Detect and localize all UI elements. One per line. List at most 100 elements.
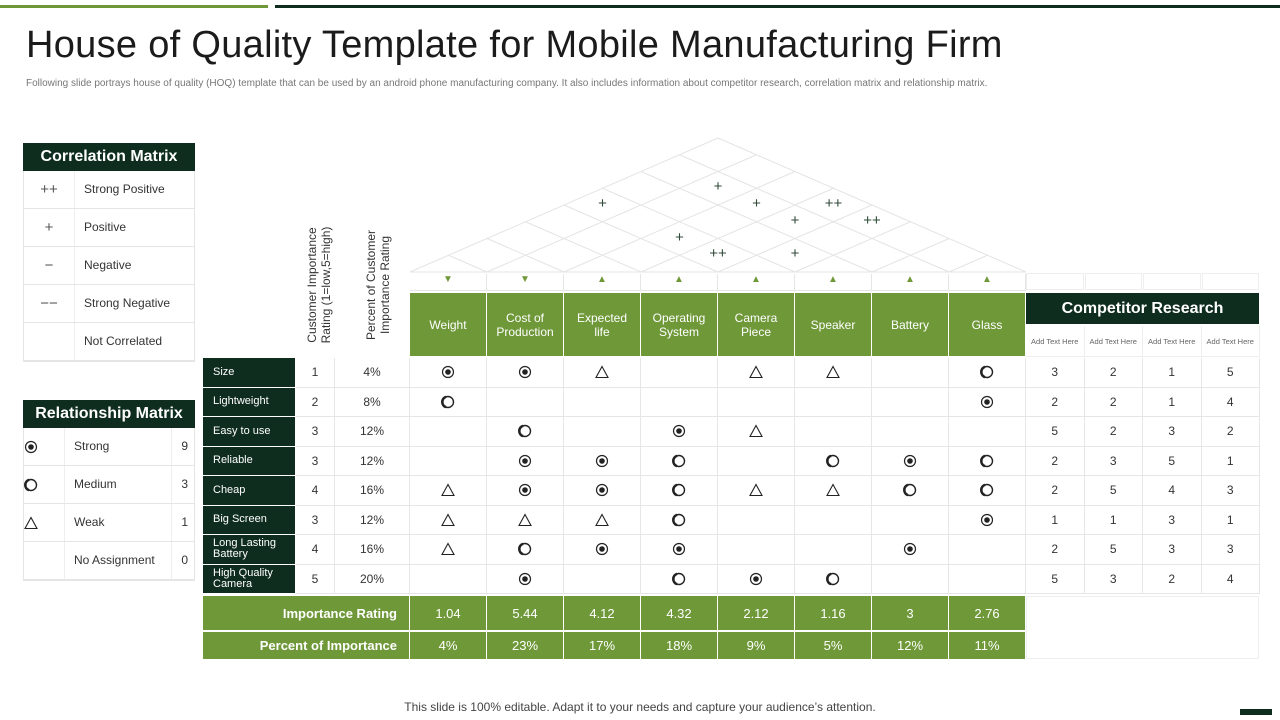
medium-relationship-icon (980, 454, 994, 468)
direction-arrow-icon: ▲ (795, 274, 872, 291)
competitor-score-cell: 4 (1143, 476, 1202, 506)
percent-importance-value: 5% (795, 632, 871, 659)
relationship-cell (949, 535, 1026, 565)
strong-relationship-icon (518, 366, 532, 379)
relationship-cell (487, 564, 564, 594)
requirement-label: Reliable (203, 446, 295, 475)
competitor-score-cell: 2 (1026, 387, 1085, 417)
relationship-cell (564, 535, 641, 565)
legend-divider (171, 504, 172, 541)
importance-rating-cell: 2 (296, 387, 335, 417)
medium-relationship-icon (980, 365, 994, 379)
relationship-symbol (24, 504, 64, 541)
legend-divider (74, 323, 75, 360)
relationship-cell (410, 535, 487, 565)
relationship-cell (872, 505, 949, 535)
correlation-legend-row: + Positive (24, 209, 194, 247)
relationship-cell (872, 446, 949, 476)
relationship-cell (564, 387, 641, 417)
correlation-mark: + (790, 211, 800, 229)
footer-accent-bar (1240, 709, 1272, 715)
legend-divider (74, 247, 75, 284)
importance-rating-value: 4.32 (641, 596, 717, 630)
relationship-cell (718, 387, 795, 417)
relationship-legend: Relationship Matrix Strong 9 Medium 3 Weak 1 N… (23, 400, 195, 581)
correlation-roof (409, 137, 1027, 273)
relationship-legend-title: Relationship Matrix (23, 400, 195, 428)
relationship-label: Medium (74, 477, 117, 491)
relationship-label: No Assignment (74, 553, 155, 567)
strong-relationship-icon (980, 395, 994, 408)
weak-relationship-icon (595, 365, 609, 379)
direction-arrow-icon: ▲ (949, 274, 1026, 291)
strong-relationship-icon (441, 366, 455, 379)
relationship-cell (872, 358, 949, 388)
competitor-blank-cell (1201, 273, 1259, 290)
strong-relationship-icon (749, 572, 763, 585)
relationship-cell (718, 476, 795, 506)
relationship-cell (410, 387, 487, 417)
medium-relationship-icon (826, 572, 840, 586)
competitor-score-cell: 1 (1084, 505, 1143, 535)
competitor-score-cell: 5 (1143, 446, 1202, 476)
correlation-mark: + (598, 195, 607, 212)
importance-percent-cell: 16% (335, 476, 410, 506)
correlation-legend-row: ++ Strong Positive (24, 171, 194, 209)
page-title: House of Quality Template for Mobile Man… (26, 24, 1003, 66)
roof-grid-line (640, 171, 873, 273)
competitor-blank-cell (1084, 273, 1142, 290)
relationship-cell (564, 417, 641, 447)
relationship-legend-rows: Strong 9 Medium 3 Weak 1 No Assignment 0 (23, 428, 195, 581)
correlation-mark: ++ (824, 195, 843, 212)
page-subtitle: Following slide portrays house of qualit… (26, 78, 988, 89)
roof-grid-line (794, 221, 911, 273)
relationship-value: 9 (181, 439, 188, 453)
weak-relationship-icon (826, 483, 840, 497)
relationship-cell (795, 387, 872, 417)
technical-header: Battery (872, 293, 948, 356)
weak-relationship-icon (749, 365, 763, 379)
importance-percent-cell: 20% (335, 564, 410, 594)
weak-relationship-icon (826, 365, 840, 379)
correlation-legend-rows: ++ Strong Positive + Positive − Negative −− Str… (23, 171, 195, 362)
strong-relationship-icon (595, 454, 609, 467)
medium-relationship-icon (518, 542, 532, 556)
importance-percent-cell: 12% (335, 505, 410, 535)
weak-relationship-icon (749, 483, 763, 497)
relationship-cell (795, 417, 872, 447)
correlation-legend-title: Correlation Matrix (23, 143, 195, 171)
correlation-legend-row: Not Correlated (24, 323, 194, 361)
direction-arrow-icon: ▲ (564, 274, 641, 291)
relationship-cell (410, 505, 487, 535)
importance-rating-label: Importance Rating (203, 596, 409, 630)
importance-rating-value: 5.44 (487, 596, 563, 630)
competitor-score-cell: 3 (1201, 476, 1260, 506)
relationship-cell (949, 446, 1026, 476)
correlation-mark: + (752, 195, 761, 212)
relationship-cell (641, 358, 718, 388)
relationship-value: 0 (181, 553, 188, 567)
competitor-column-label: Add Text Here (1143, 326, 1202, 357)
medium-relationship-icon (980, 483, 994, 497)
relationship-cell (718, 535, 795, 565)
footer-note: This slide is 100% editable. Adapt it to… (404, 700, 876, 714)
competitor-score-cell: 3 (1201, 535, 1260, 565)
importance-rating-cell: 4 (296, 476, 335, 506)
competitor-score-cell: 1 (1026, 505, 1085, 535)
competitor-score-cell: 1 (1201, 505, 1260, 535)
medium-relationship-icon (672, 483, 686, 497)
relationship-cell (641, 417, 718, 447)
strong-relationship-icon (24, 440, 38, 453)
relationship-cell (872, 564, 949, 594)
relationship-cell (487, 505, 564, 535)
relationship-label: Strong (74, 439, 110, 453)
competitor-score-cell: 1 (1143, 387, 1202, 417)
relationship-cell (641, 535, 718, 565)
percent-importance-value: 18% (641, 632, 717, 659)
correlation-legend-row: − Negative (24, 247, 194, 285)
importance-rating-value: 1.04 (410, 596, 486, 630)
competitor-blank-area (1026, 596, 1259, 659)
relationship-cell (487, 446, 564, 476)
relationship-cell (641, 387, 718, 417)
